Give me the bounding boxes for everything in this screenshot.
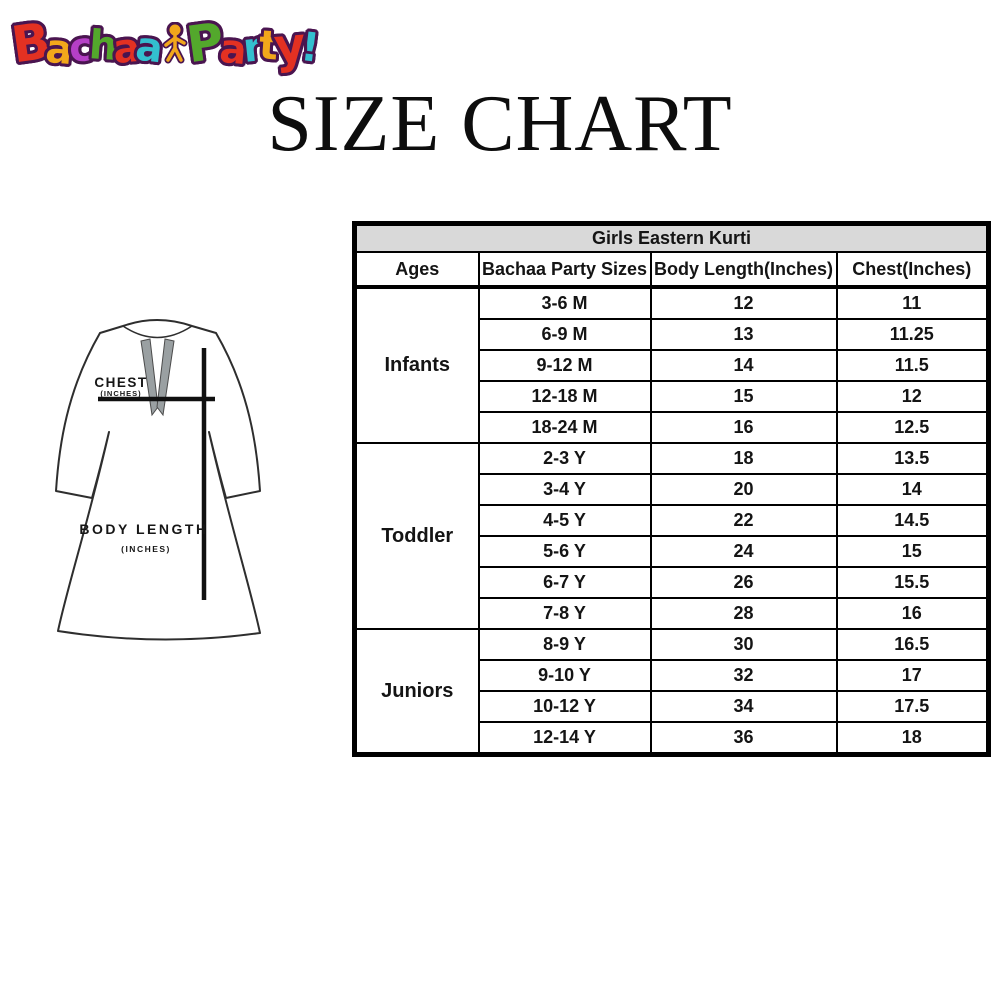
chest-cell: 11 bbox=[835, 286, 990, 320]
table-row: 5-6 Y 24 15 bbox=[355, 535, 990, 568]
body-length-cell: 28 bbox=[649, 597, 838, 630]
body-length-cell: 16 bbox=[649, 411, 838, 444]
size-cell: 12-18 M bbox=[477, 380, 652, 413]
chest-cell: 13.5 bbox=[835, 442, 990, 475]
page-title: SIZE CHART bbox=[267, 80, 733, 168]
kurti-line-drawing: CHEST (INCHES) BODY LENGTH (INCHES) bbox=[55, 319, 261, 641]
chest-cell: 16.5 bbox=[835, 628, 990, 661]
table-row: 6-7 Y 26 15.5 bbox=[355, 566, 990, 599]
size-cell: 12-14 Y bbox=[477, 721, 652, 756]
chest-cell: 12 bbox=[835, 380, 990, 413]
chest-cell: 14.5 bbox=[835, 504, 990, 537]
chest-cell: 15 bbox=[835, 535, 990, 568]
body-length-cell: 15 bbox=[649, 380, 838, 413]
table-row: 18-24 M 16 12.5 bbox=[355, 411, 990, 444]
body-length-cell: 20 bbox=[649, 473, 838, 506]
table-row: 10-12 Y 34 17.5 bbox=[355, 690, 990, 723]
chest-cell: 14 bbox=[835, 473, 990, 506]
age-group-cell: Infants bbox=[353, 286, 480, 444]
body-length-cell: 26 bbox=[649, 566, 838, 599]
table-header-row: Ages Bachaa Party Sizes Body Length(Inch… bbox=[353, 251, 990, 289]
body-length-cell: 12 bbox=[649, 286, 838, 320]
size-cell: 10-12 Y bbox=[477, 690, 652, 723]
chest-cell: 17.5 bbox=[835, 690, 990, 723]
table-row: Infants 3-6 M 12 11 bbox=[353, 286, 990, 444]
table-row: 9-12 M 14 11.5 bbox=[355, 349, 990, 382]
body-length-label: BODY LENGTH bbox=[79, 521, 208, 537]
table-title: Girls Eastern Kurti bbox=[353, 222, 990, 253]
size-cell: 6-9 M bbox=[477, 318, 652, 351]
body-length-cell: 32 bbox=[649, 659, 838, 692]
chest-cell: 16 bbox=[835, 597, 990, 630]
size-cell: 4-5 Y bbox=[477, 504, 652, 537]
size-cell: 7-8 Y bbox=[477, 597, 652, 630]
size-cell: 2-3 Y bbox=[477, 442, 652, 475]
size-chart-table: Girls Eastern Kurti Ages Bachaa Party Si… bbox=[352, 221, 991, 757]
table-row: 12-18 M 15 12 bbox=[355, 380, 990, 413]
size-cell: 6-7 Y bbox=[477, 566, 652, 599]
size-cell: 18-24 M bbox=[477, 411, 652, 444]
table-row: 6-9 M 13 11.25 bbox=[355, 318, 990, 351]
age-group-cell: Toddler bbox=[353, 442, 480, 630]
body-length-cell: 30 bbox=[649, 628, 838, 661]
body-length-cell: 14 bbox=[649, 349, 838, 382]
bachaa-party-logo: Bachaa Party! bbox=[8, 4, 322, 86]
kurti-placket-right bbox=[156, 338, 175, 417]
kurti-neckline bbox=[122, 325, 193, 339]
table-row: Juniors 8-9 Y 30 16.5 bbox=[353, 628, 990, 756]
table-title-row: Girls Eastern Kurti bbox=[353, 222, 990, 253]
table-row: 9-10 Y 32 17 bbox=[355, 659, 990, 692]
chest-cell: 11.25 bbox=[835, 318, 990, 351]
table-row: 7-8 Y 28 16 bbox=[355, 597, 990, 630]
logo-word-party: Party! bbox=[183, 4, 322, 86]
chest-cell: 17 bbox=[835, 659, 990, 692]
chest-cell: 12.5 bbox=[835, 411, 990, 444]
body-length-cell: 22 bbox=[649, 504, 838, 537]
size-cell: 5-6 Y bbox=[477, 535, 652, 568]
column-header-sizes: Bachaa Party Sizes bbox=[477, 251, 652, 289]
size-cell: 9-10 Y bbox=[477, 659, 652, 692]
chest-cell: 18 bbox=[835, 721, 990, 756]
chest-unit-label: (INCHES) bbox=[100, 389, 141, 398]
logo-word-bachaa: Bachaa bbox=[8, 4, 166, 86]
age-group-cell: Juniors bbox=[353, 628, 480, 756]
body-length-cell: 13 bbox=[649, 318, 838, 351]
chest-cell: 15.5 bbox=[835, 566, 990, 599]
kurti-outline bbox=[55, 319, 261, 641]
column-header-chest: Chest(Inches) bbox=[835, 251, 990, 289]
chest-cell: 11.5 bbox=[835, 349, 990, 382]
table-row: 12-14 Y 36 18 bbox=[355, 721, 990, 756]
body-length-unit-label: (INCHES) bbox=[121, 544, 171, 554]
size-cell: 9-12 M bbox=[477, 349, 652, 382]
chest-label: CHEST bbox=[94, 375, 147, 390]
child-figure-icon bbox=[162, 22, 188, 64]
body-length-cell: 24 bbox=[649, 535, 838, 568]
body-length-cell: 18 bbox=[649, 442, 838, 475]
size-cell: 8-9 Y bbox=[477, 628, 652, 661]
body-length-cell: 34 bbox=[649, 690, 838, 723]
table-row: 4-5 Y 22 14.5 bbox=[355, 504, 990, 537]
table-row: Toddler 2-3 Y 18 13.5 bbox=[353, 442, 990, 630]
body-length-cell: 36 bbox=[649, 721, 838, 756]
column-header-ages: Ages bbox=[353, 251, 480, 289]
column-header-body-length: Body Length(Inches) bbox=[649, 251, 838, 289]
table-row: 3-4 Y 20 14 bbox=[355, 473, 990, 506]
size-cell: 3-6 M bbox=[477, 286, 652, 320]
size-cell: 3-4 Y bbox=[477, 473, 652, 506]
